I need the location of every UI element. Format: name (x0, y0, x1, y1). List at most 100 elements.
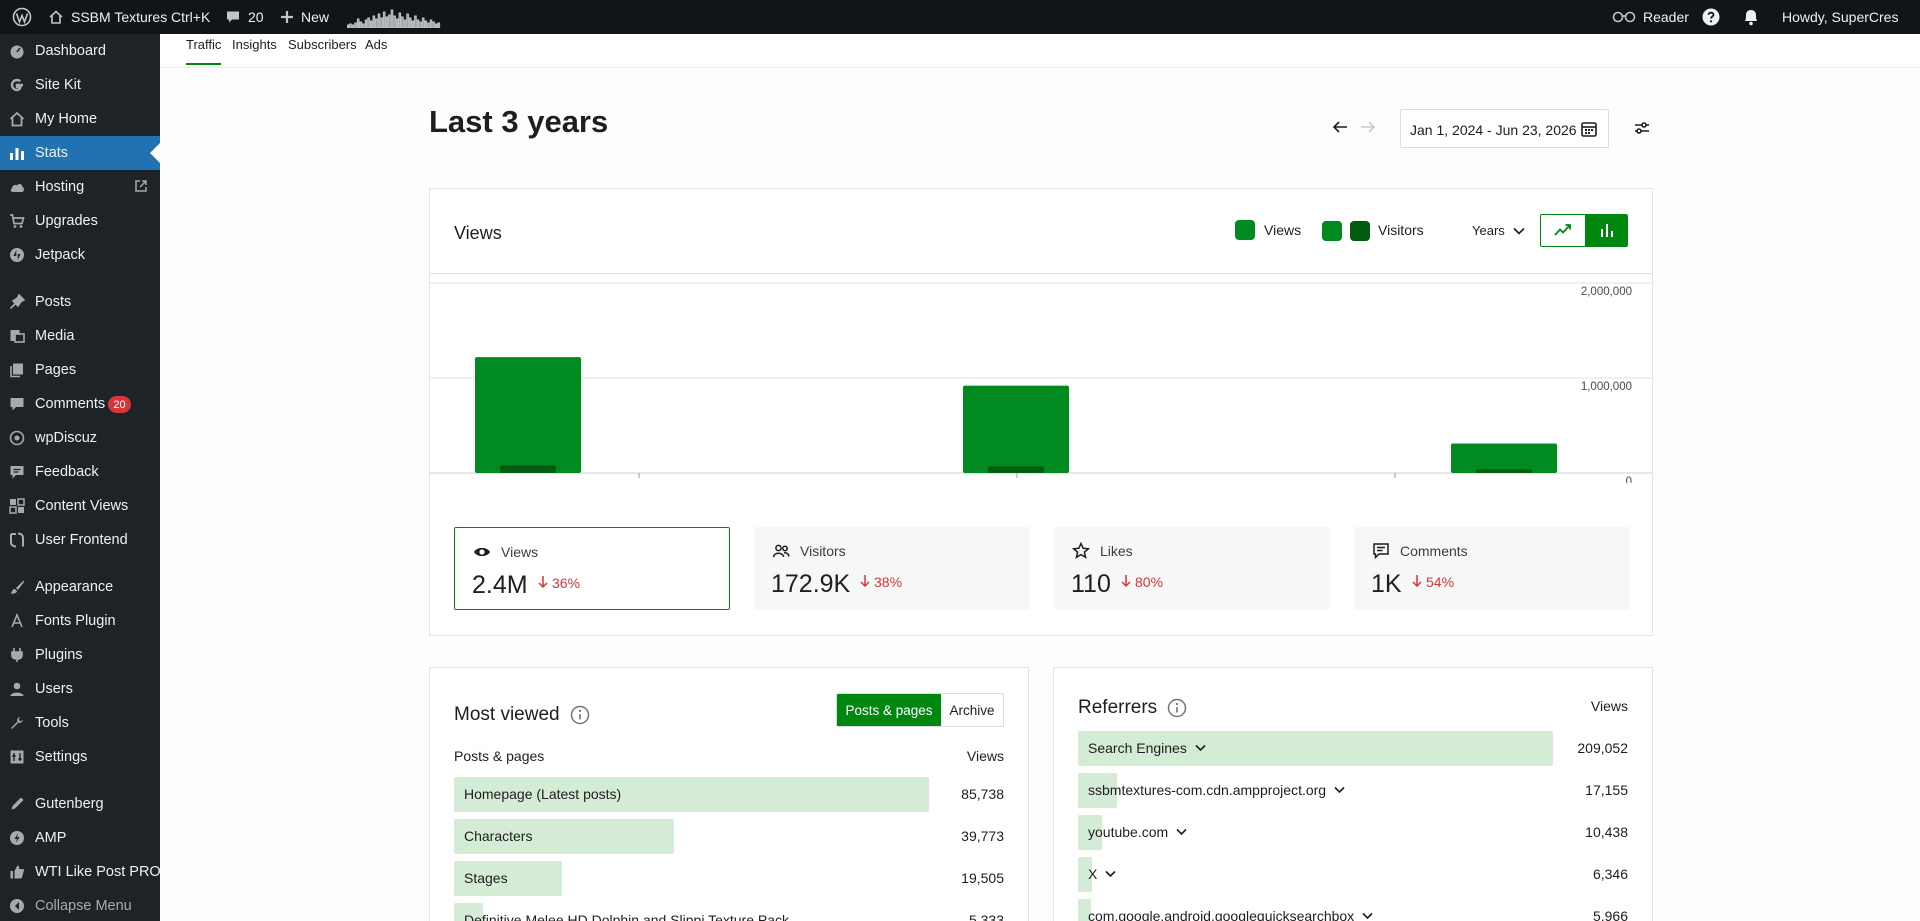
sidebar-item-posts[interactable]: Posts (0, 285, 160, 319)
legend-views-swatch[interactable] (1235, 220, 1255, 240)
bar-visitors-2026[interactable] (1476, 469, 1532, 473)
legend-visitors-swatch-light[interactable] (1322, 221, 1342, 241)
sidebar-item-media[interactable]: Media (0, 319, 160, 353)
sidebar-item-amp[interactable]: AMP (0, 821, 160, 855)
stat-tile-comments[interactable]: Comments 1K 54% (1354, 527, 1630, 610)
comments-count: 20 (248, 9, 264, 25)
bar-visitors-2024[interactable] (500, 465, 556, 473)
account-menu[interactable]: Howdy, SuperCres (1782, 0, 1898, 34)
help-button[interactable] (1701, 0, 1721, 34)
pin-icon (9, 294, 25, 310)
referrer-row[interactable]: youtube.com 10,438 (1078, 815, 1628, 850)
tab-insights[interactable]: Insights (232, 37, 277, 52)
sidebar-item-pages[interactable]: Pages (0, 353, 160, 387)
sidebar-item-content-views[interactable]: Content Views (0, 489, 160, 523)
sidebar-item-dashboard[interactable]: Dashboard (0, 34, 160, 68)
period-select[interactable]: Years (1472, 223, 1525, 238)
sidebar-item-my-home[interactable]: My Home (0, 102, 160, 136)
sidebar-item-label: Gutenberg (35, 796, 104, 812)
notifications-button[interactable] (1742, 0, 1760, 34)
sidebar-item-gutenberg[interactable]: Gutenberg (0, 787, 160, 821)
sidebar-item-comments[interactable]: Comments 20 (0, 387, 160, 421)
bar-views-2024[interactable] (475, 357, 581, 473)
most-viewed-row[interactable]: Definitive Melee HD Dolphin and Slippi T… (454, 903, 1004, 921)
sidebar-item-collapse-menu[interactable]: Collapse Menu (0, 889, 160, 921)
new-content-link[interactable]: New (280, 0, 329, 34)
line-chart-button[interactable] (1541, 215, 1585, 246)
sidebar-item-settings[interactable]: Settings (0, 740, 160, 774)
sidebar-item-jetpack[interactable]: Jetpack (0, 238, 160, 272)
posts-pages-button[interactable]: Posts & pages (837, 694, 941, 726)
bar-chart-button[interactable] (1585, 215, 1627, 246)
sparkline-bar (385, 16, 389, 28)
sidebar-item-label: Stats (35, 145, 69, 161)
arrow-down-icon (1412, 574, 1422, 588)
sidebar-item-site-kit[interactable]: Site Kit (0, 68, 160, 102)
sparkline-bar (382, 11, 386, 28)
home-icon (9, 111, 25, 127)
chevron-down-icon[interactable] (1362, 912, 1373, 920)
stat-tile-views[interactable]: Views 2.4M 36% (454, 527, 730, 610)
sidebar-item-users[interactable]: Users (0, 672, 160, 706)
legend-visitors-swatch[interactable] (1350, 221, 1370, 241)
sparkline-bar (427, 22, 430, 28)
referrer-row[interactable]: Search Engines 209,052 (1078, 731, 1628, 766)
sidebar-item-label: Plugins (35, 647, 83, 663)
sidebar-item-wpdiscuz[interactable]: wpDiscuz (0, 421, 160, 455)
sidebar-item-tools[interactable]: Tools (0, 706, 160, 740)
sidebar-item-feedback[interactable]: Feedback (0, 455, 160, 489)
tab-ads[interactable]: Ads (365, 37, 388, 52)
eye-icon (473, 543, 491, 561)
archive-button[interactable]: Archive (941, 694, 1003, 726)
tab-traffic[interactable]: Traffic (186, 37, 222, 65)
sidebar-item-user-frontend[interactable]: User Frontend (0, 523, 160, 557)
stat-label: Visitors (800, 543, 846, 559)
stat-delta: 54% (1426, 574, 1455, 590)
settings-sliders-button[interactable] (1633, 119, 1651, 137)
bar-views-2026[interactable] (1451, 443, 1557, 473)
sidebar-item-upgrades[interactable]: Upgrades (0, 204, 160, 238)
sidebar-item-stats[interactable]: Stats (0, 136, 160, 170)
row-value: 10,438 (1585, 824, 1628, 840)
referrer-row[interactable]: X 6,346 (1078, 857, 1628, 892)
most-viewed-row[interactable]: Stages 19,505 (454, 861, 1004, 896)
referrer-row[interactable]: ssbmtextures-com.cdn.ampproject.org 17,15… (1078, 773, 1628, 808)
row-share-bar (454, 903, 484, 921)
sparkline-bar (429, 19, 433, 28)
sparkline-bar (388, 14, 391, 28)
thumb-icon (9, 864, 25, 880)
sidebar-item-plugins[interactable]: Plugins (0, 638, 160, 672)
stat-tile-visitors[interactable]: Visitors 172.9K 38% (754, 527, 1030, 610)
bar-visitors-2025[interactable] (988, 466, 1044, 473)
info-icon[interactable] (570, 705, 590, 725)
stats-sparkline[interactable] (347, 0, 443, 34)
row-share-bar (1078, 857, 1093, 892)
date-range-label: Jan 1, 2024 - Jun 23, 2026 (1410, 122, 1577, 138)
sidebar-item-fonts-plugin[interactable]: Fonts Plugin (0, 604, 160, 638)
site-name-link[interactable]: SSBM Textures (48, 0, 167, 34)
chevron-down-icon[interactable] (1195, 744, 1206, 752)
next-period-button[interactable] (1359, 118, 1377, 136)
sidebar-item-appearance[interactable]: Appearance (0, 570, 160, 604)
sidebar-item-label: User Frontend (35, 532, 128, 548)
chevron-down-icon[interactable] (1176, 828, 1187, 836)
chevron-down-icon[interactable] (1334, 786, 1345, 794)
sidebar-item-wti-like-post-pro[interactable]: WTI Like Post PRO (0, 855, 161, 889)
sparkline-bar (380, 17, 383, 28)
sidebar-item-hosting[interactable]: Hosting (0, 170, 160, 204)
sparkline-bar (375, 18, 378, 28)
tab-subscribers[interactable]: Subscribers (288, 37, 357, 52)
comments-link[interactable]: 20 (225, 0, 264, 34)
referrer-row[interactable]: com.google.android.googlequicksearchbox 5… (1078, 899, 1628, 921)
date-range-picker[interactable]: Jan 1, 2024 - Jun 23, 2026 (1400, 109, 1609, 148)
previous-period-button[interactable] (1331, 118, 1349, 136)
command-palette-shortcut[interactable]: Ctrl+K (171, 0, 210, 34)
stat-tile-likes[interactable]: Likes 110 80% (1054, 527, 1330, 610)
bar-views-2025[interactable] (963, 385, 1069, 473)
most-viewed-row[interactable]: Homepage (Latest posts) 85,738 (454, 777, 1004, 812)
most-viewed-row[interactable]: Characters 39,773 (454, 819, 1004, 854)
info-icon[interactable] (1167, 698, 1187, 718)
reader-link[interactable]: Reader (1612, 0, 1689, 34)
wordpress-logo-icon[interactable] (12, 0, 32, 34)
chevron-down-icon[interactable] (1105, 870, 1116, 878)
